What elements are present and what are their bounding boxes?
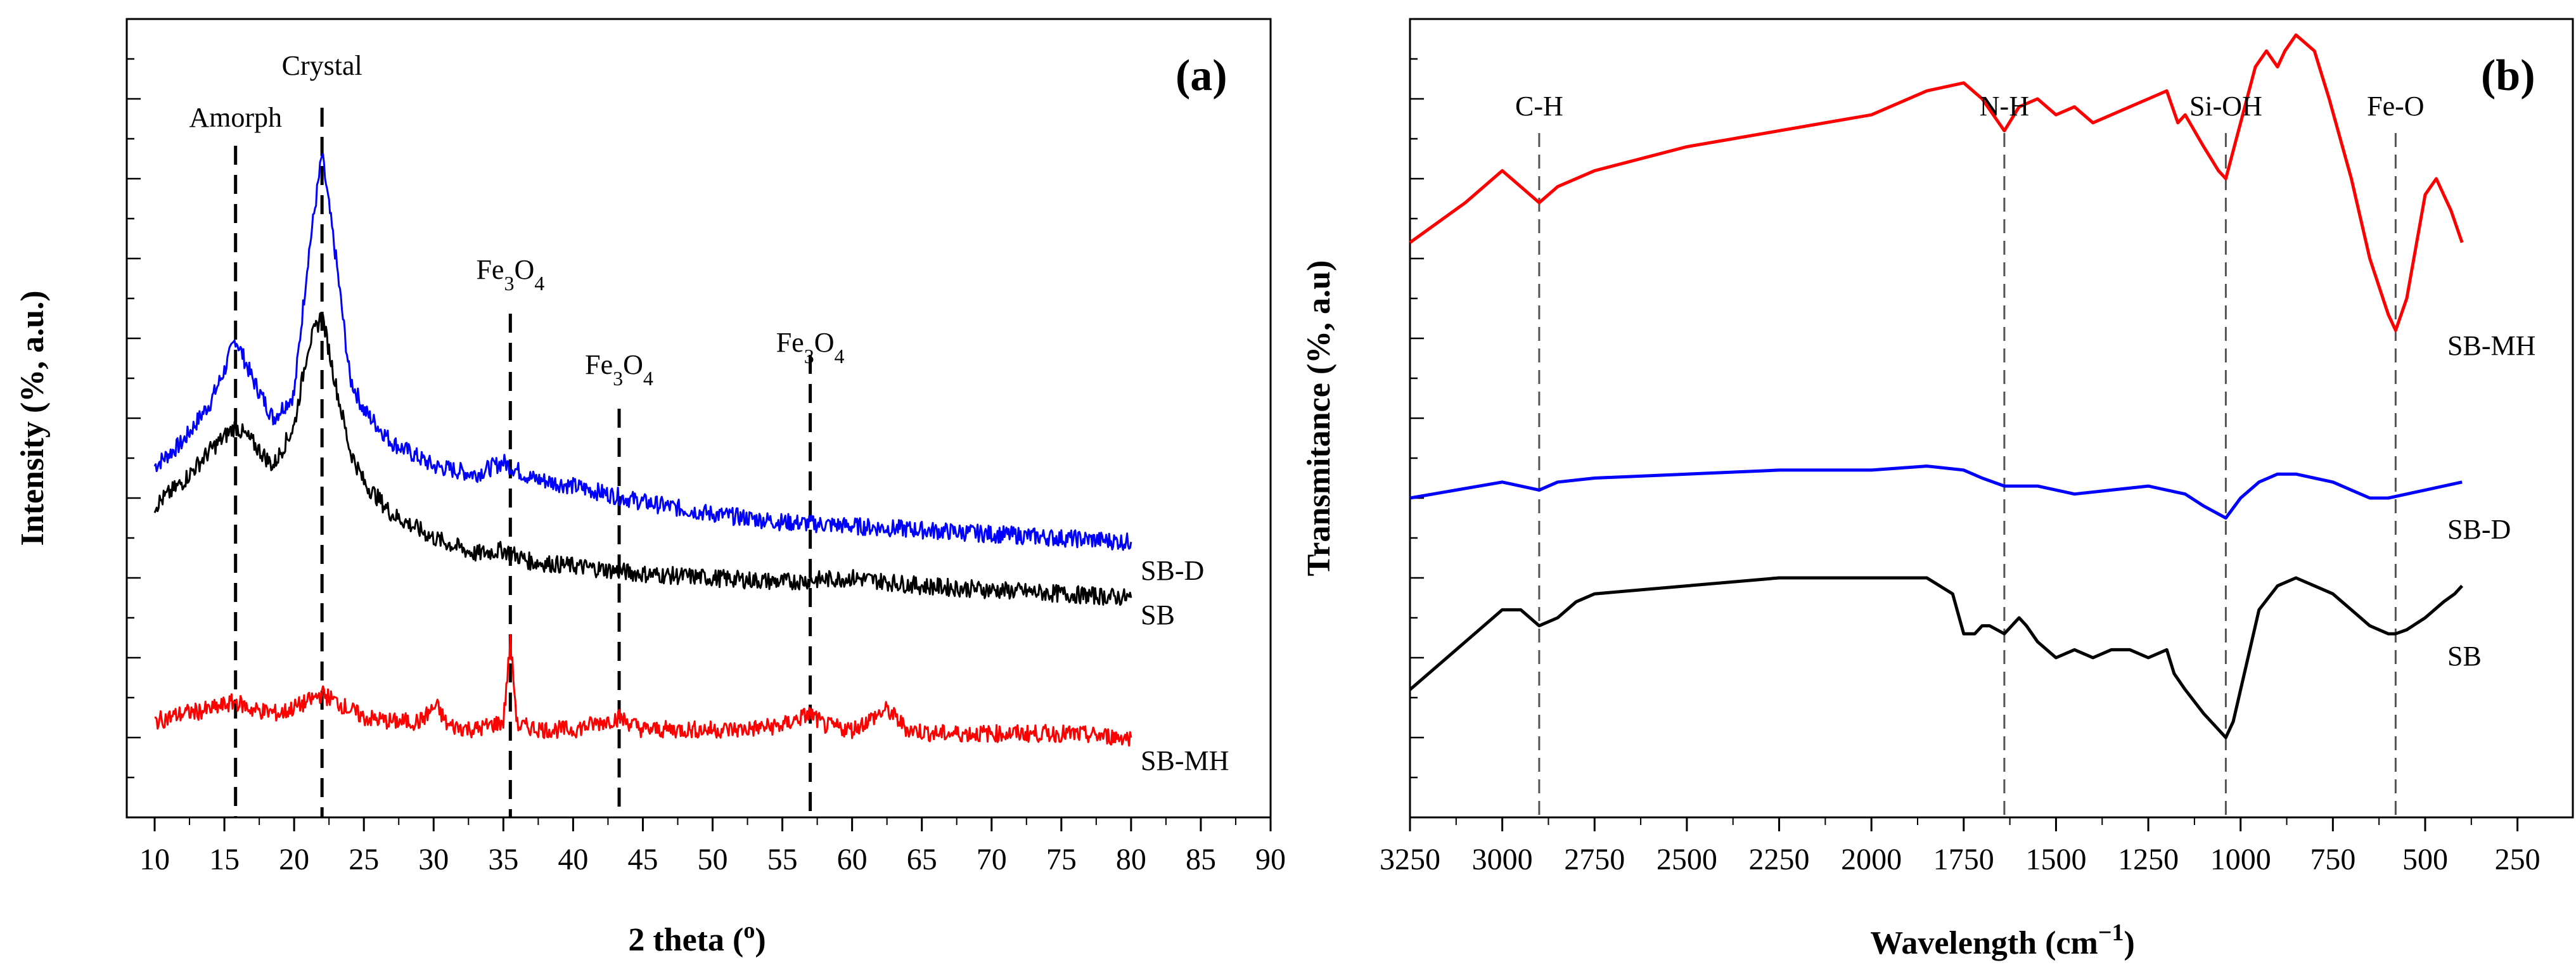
series-line-sb xyxy=(153,312,1132,606)
x-tick-label: 70 xyxy=(977,843,1007,876)
annotation-label: Si-OH xyxy=(2189,91,2262,122)
annotation-label: Amorph xyxy=(189,102,282,133)
annotation-label: N-H xyxy=(1980,91,2029,122)
annotation-label: Fe3O4 xyxy=(476,254,544,295)
panel-b-series xyxy=(1409,33,2464,739)
x-tick-label: 2250 xyxy=(1749,843,1810,876)
x-tick-label: 50 xyxy=(698,843,728,876)
series-label-sb-d: SB-D xyxy=(1141,555,1204,586)
x-tick-label: 500 xyxy=(2402,843,2448,876)
panel-a-ticks: 10 15 20 25 30 35 40 45 50 55 60 65 70 75 80 85 90 xyxy=(127,18,1286,876)
panel-b-plot-frame xyxy=(1409,18,2574,819)
x-tick-label: 40 xyxy=(558,843,588,876)
x-tick-label: 60 xyxy=(837,843,868,876)
annotation-label: Crystal xyxy=(282,50,362,81)
x-tick-label: 75 xyxy=(1046,843,1077,876)
panel-b-annotations: C-H N-H Si-OH Fe-O xyxy=(1515,91,2425,122)
x-tick-label: 20 xyxy=(279,843,309,876)
panel-b-series-labels: SB-MH SB-D SB xyxy=(2447,330,2535,672)
series-label-sb: SB xyxy=(1141,599,1175,630)
x-tick-label: 90 xyxy=(1255,843,1286,876)
annotation-label: Fe3O4 xyxy=(585,349,653,390)
x-tick-label: 2500 xyxy=(1656,843,1717,876)
series-line-sb-d xyxy=(153,153,1132,551)
series-label-sb: SB xyxy=(2447,641,2482,672)
x-tick-label: 45 xyxy=(627,843,658,876)
panel-a-xrd: 10 15 20 25 30 35 40 45 50 55 60 65 70 75 80 85 90 Amorp… xyxy=(15,18,1286,958)
panel-b-xlabel: Wavelength (cm−1) xyxy=(1870,919,2135,961)
x-tick-label: 2000 xyxy=(1841,843,1902,876)
panel-b-ftir: 3250 3000 2750 2500 2250 2000 1750 1500 1250 1000… xyxy=(1301,18,2574,961)
x-tick-label: 85 xyxy=(1186,843,1216,876)
series-line-sb-d xyxy=(1409,464,2463,520)
annotation-label: Fe-O xyxy=(2367,91,2424,122)
panel-a-xlabel: 2 theta (o) xyxy=(628,918,766,958)
x-tick-label: 250 xyxy=(2495,843,2541,876)
x-tick-label: 750 xyxy=(2310,843,2355,876)
x-tick-label: 25 xyxy=(349,843,379,876)
series-line-sb xyxy=(1409,576,2464,739)
x-tick-label: 35 xyxy=(488,843,518,876)
x-tick-label: 65 xyxy=(907,843,937,876)
x-tick-label: 1000 xyxy=(2210,843,2271,876)
panel-a-guides xyxy=(234,108,812,817)
series-label-sb-d: SB-D xyxy=(2447,514,2511,545)
x-tick-label: 55 xyxy=(767,843,798,876)
x-tick-label: 3250 xyxy=(1380,843,1440,876)
x-tick-label: 1750 xyxy=(1933,843,1994,876)
panel-a-ylabel: Intensity (%, a.u.) xyxy=(15,290,51,546)
x-tick-label: 30 xyxy=(418,843,449,876)
annotation-label: Fe3O4 xyxy=(776,327,845,368)
x-tick-label: 10 xyxy=(139,843,170,876)
panel-b-ticks: 3250 3000 2750 2500 2250 2000 1750 1500 1250 1000… xyxy=(1380,18,2541,876)
x-tick-label: 3000 xyxy=(1472,843,1533,876)
panel-b-ylabel: Transmitance (%, a.u) xyxy=(1301,260,1337,577)
x-tick-label: 2750 xyxy=(1564,843,1625,876)
x-tick-label: 1500 xyxy=(2025,843,2086,876)
x-tick-label: 15 xyxy=(209,843,240,876)
panel-a-series xyxy=(153,153,1132,747)
series-line-sb-mh xyxy=(155,634,1132,747)
panel-a-letter: (a) xyxy=(1176,51,1227,100)
series-line-sb-mh xyxy=(1409,33,2464,332)
series-label-sb-mh: SB-MH xyxy=(2447,330,2535,361)
annotation-label: C-H xyxy=(1515,91,1563,122)
panel-b-guides xyxy=(1538,133,2397,817)
x-tick-label: 1250 xyxy=(2118,843,2179,876)
series-label-sb-mh: SB-MH xyxy=(1141,745,1229,776)
panel-a-series-labels: SB-D SB SB-MH xyxy=(1141,555,1229,776)
x-tick-label: 80 xyxy=(1116,843,1146,876)
panel-b-letter: (b) xyxy=(2481,51,2535,100)
